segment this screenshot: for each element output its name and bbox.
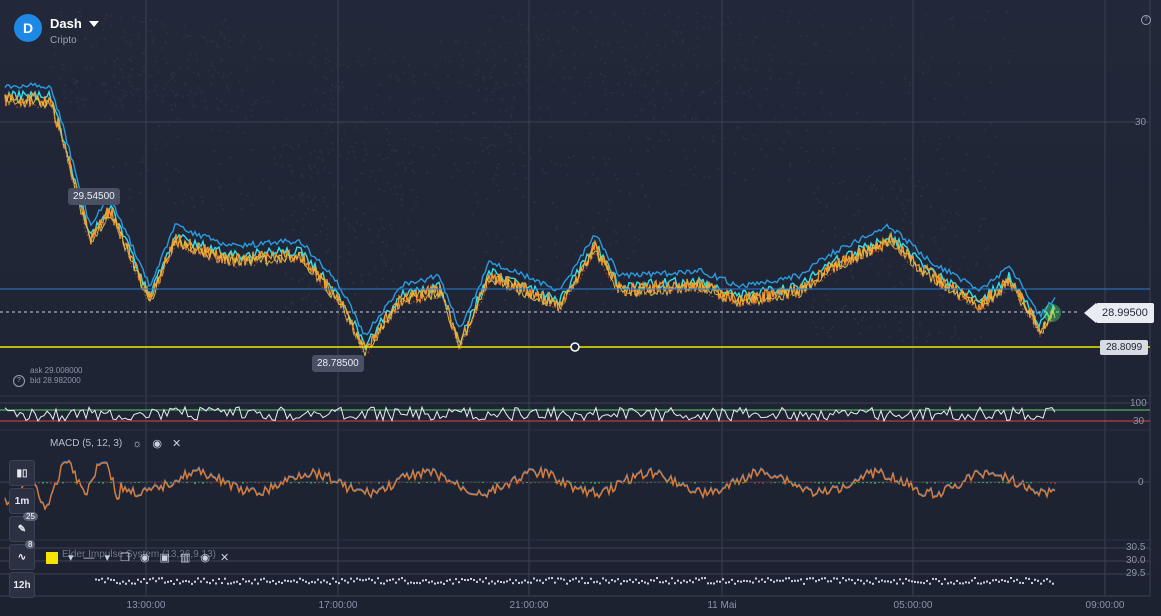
live-price-glow bbox=[1043, 304, 1061, 322]
indicator-wave-icon: ∿ bbox=[17, 551, 27, 563]
y-axis-label-elder-3: 29.5 bbox=[1126, 568, 1146, 579]
dash-logo-icon: D bbox=[14, 14, 42, 42]
x-axis-label: 17:00:00 bbox=[318, 600, 358, 611]
asset-name[interactable]: Dash bbox=[50, 16, 99, 31]
x-axis-label: 11 Mai bbox=[707, 600, 737, 611]
pencil-icon: ✎ bbox=[17, 523, 27, 535]
macd-header: MACD (5, 12, 3) ☼ ◉ ✕ bbox=[50, 437, 182, 451]
chevron-down-icon[interactable] bbox=[88, 20, 99, 27]
period-label: 12h bbox=[13, 579, 31, 591]
y-axis-label-macd-zero: 0 bbox=[1138, 477, 1144, 488]
y-axis-label-osc-top: 100 bbox=[1130, 398, 1147, 409]
help-icon[interactable]: ? bbox=[1141, 15, 1151, 25]
indicators-button[interactable]: ∿ bbox=[9, 544, 35, 570]
chevron-down-icon[interactable]: ▾ bbox=[68, 552, 74, 564]
timeframe-button[interactable]: 1m bbox=[9, 488, 35, 514]
current-price-tag: 28.99500 bbox=[1084, 303, 1154, 323]
eye-icon[interactable]: ◉ bbox=[139, 552, 150, 564]
settings-gear-icon[interactable]: ☼ bbox=[132, 437, 143, 450]
y-axis-label-main: 30 bbox=[1135, 117, 1147, 128]
high-price-marker: 29.54500 bbox=[68, 188, 120, 205]
level-price-tag[interactable]: 28.8099 bbox=[1100, 340, 1149, 355]
asset-name-label: Dash bbox=[50, 16, 82, 31]
line-style-icon[interactable]: — bbox=[83, 551, 95, 564]
quote-info-icon[interactable]: ? bbox=[13, 375, 25, 387]
oscillator-panel bbox=[0, 405, 1150, 423]
grid-lines bbox=[0, 0, 1151, 597]
y-axis-label-elder-2: 30.0 bbox=[1126, 555, 1146, 566]
price-series bbox=[4, 82, 1056, 357]
indicator-count-badge: 8 bbox=[25, 540, 36, 549]
eye-icon[interactable]: ◉ bbox=[200, 552, 210, 564]
trash-icon[interactable]: ▥ bbox=[179, 552, 191, 564]
macd-panel bbox=[4, 459, 1056, 511]
ask-bid-quote: ask 29.008000 bid 28.982000 bbox=[30, 366, 83, 386]
asset-category: Cripto bbox=[50, 35, 77, 46]
y-axis-label-osc-bottom: 30 bbox=[1133, 416, 1145, 427]
color-swatch[interactable] bbox=[46, 551, 58, 564]
period-button[interactable]: 12h bbox=[9, 572, 35, 598]
asset-selector[interactable]: D Dash Cripto bbox=[14, 14, 99, 46]
y-axis-label-elder-1: 30.5 bbox=[1126, 542, 1146, 553]
level-drag-handle[interactable] bbox=[570, 342, 580, 352]
close-icon[interactable]: ✕ bbox=[219, 552, 230, 564]
low-price-marker: 28.78500 bbox=[312, 355, 364, 372]
bid-value: bid 28.982000 bbox=[30, 376, 81, 385]
world-map-dots bbox=[51, 10, 1012, 342]
x-axis-label: 09:00:00 bbox=[1085, 600, 1125, 611]
macd-label: MACD (5, 12, 3) bbox=[50, 438, 123, 449]
timeframe-label: 1m bbox=[14, 495, 30, 507]
lock-icon[interactable]: ▣ bbox=[159, 552, 170, 564]
chevron-down-icon[interactable]: ▾ bbox=[104, 552, 111, 564]
candlestick-icon: ▮▯ bbox=[16, 467, 28, 479]
copy-icon[interactable]: ❐ bbox=[120, 552, 130, 564]
drawing-count-badge: 25 bbox=[23, 512, 38, 521]
drawing-toolbar: ▾ — ▾ ❐ ◉ ▣ ▥ ◉ ✕ bbox=[46, 551, 229, 564]
eye-icon[interactable]: ◉ bbox=[152, 438, 162, 450]
x-axis-label: 05:00:00 bbox=[893, 600, 933, 611]
x-axis-label: 13:00:00 bbox=[126, 600, 166, 611]
elder-panel bbox=[95, 577, 1054, 585]
x-axis-label: 21:00:00 bbox=[509, 600, 549, 611]
ask-value: ask 29.008000 bbox=[30, 366, 83, 375]
elder-label: Elder Impulse System (13,26,9,13) bbox=[62, 549, 216, 560]
close-icon[interactable]: ✕ bbox=[171, 438, 182, 450]
chart-type-button[interactable]: ▮▯ bbox=[9, 460, 35, 486]
